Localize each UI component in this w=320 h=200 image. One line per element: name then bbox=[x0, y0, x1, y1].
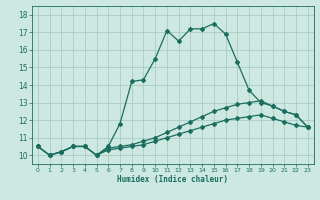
X-axis label: Humidex (Indice chaleur): Humidex (Indice chaleur) bbox=[117, 175, 228, 184]
